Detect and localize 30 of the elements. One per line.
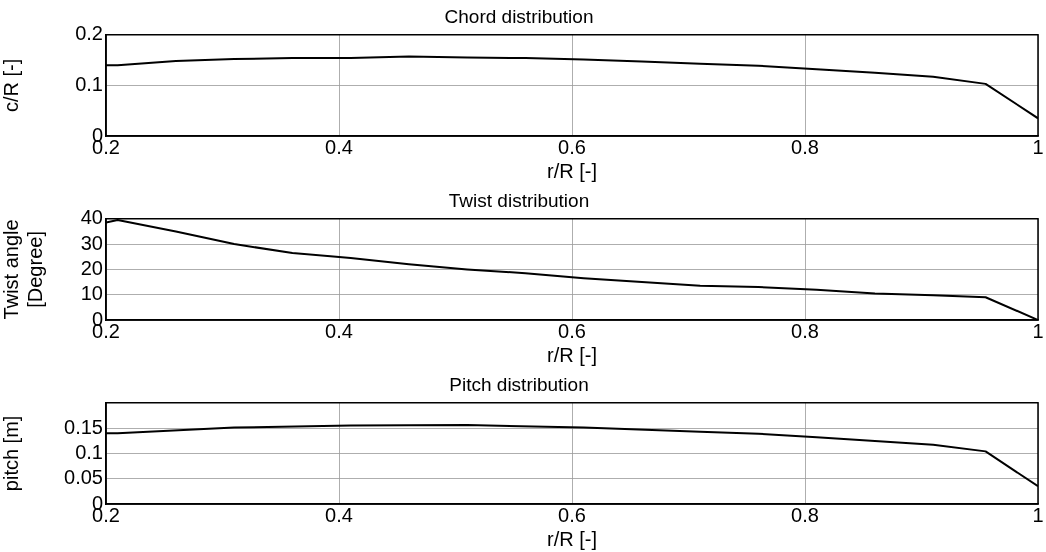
x-tick-label: 0.6 (558, 135, 586, 158)
x-axis-title: r/R [-] (547, 343, 597, 366)
y-tick-label: 0.1 (75, 440, 103, 463)
chart-title: Twist distribution (448, 189, 590, 211)
chart-title: Pitch distribution (449, 373, 589, 395)
y-tick-label: 0.05 (64, 466, 103, 489)
x-tick-label: 0.4 (325, 135, 353, 158)
y-tick-label: 30 (80, 231, 103, 254)
x-tick-label: 0.4 (325, 503, 353, 526)
x-tick-label: 0.8 (791, 319, 819, 342)
x-tick-label: 0.6 (558, 319, 586, 342)
x-tick-label: 1 (1032, 319, 1044, 342)
x-tick-label: 0.8 (791, 135, 819, 158)
y-axis-title: Twist angle [Degree] (0, 219, 46, 320)
x-tick-label: 0.8 (791, 503, 819, 526)
y-tick-label: 0.1 (75, 72, 103, 95)
x-tick-label: 1 (1032, 135, 1044, 158)
y-tick-label: 0.2 (75, 22, 103, 45)
x-tick-label: 0.4 (325, 319, 353, 342)
x-tick-label: 1 (1032, 503, 1044, 526)
x-axis-title: r/R [-] (547, 159, 597, 182)
x-axis-title: r/R [-] (547, 527, 597, 550)
x-tick-label: 0.6 (558, 503, 586, 526)
y-tick-label: 10 (80, 282, 103, 305)
y-tick-label: 20 (80, 256, 103, 279)
y-tick-label: 0.15 (64, 415, 103, 438)
chart-title: Chord distribution (444, 5, 594, 27)
y-axis-title: c/R [-] (0, 58, 22, 113)
y-tick-label: 40 (80, 206, 103, 229)
y-axis-title: pitch [m] (0, 415, 22, 492)
